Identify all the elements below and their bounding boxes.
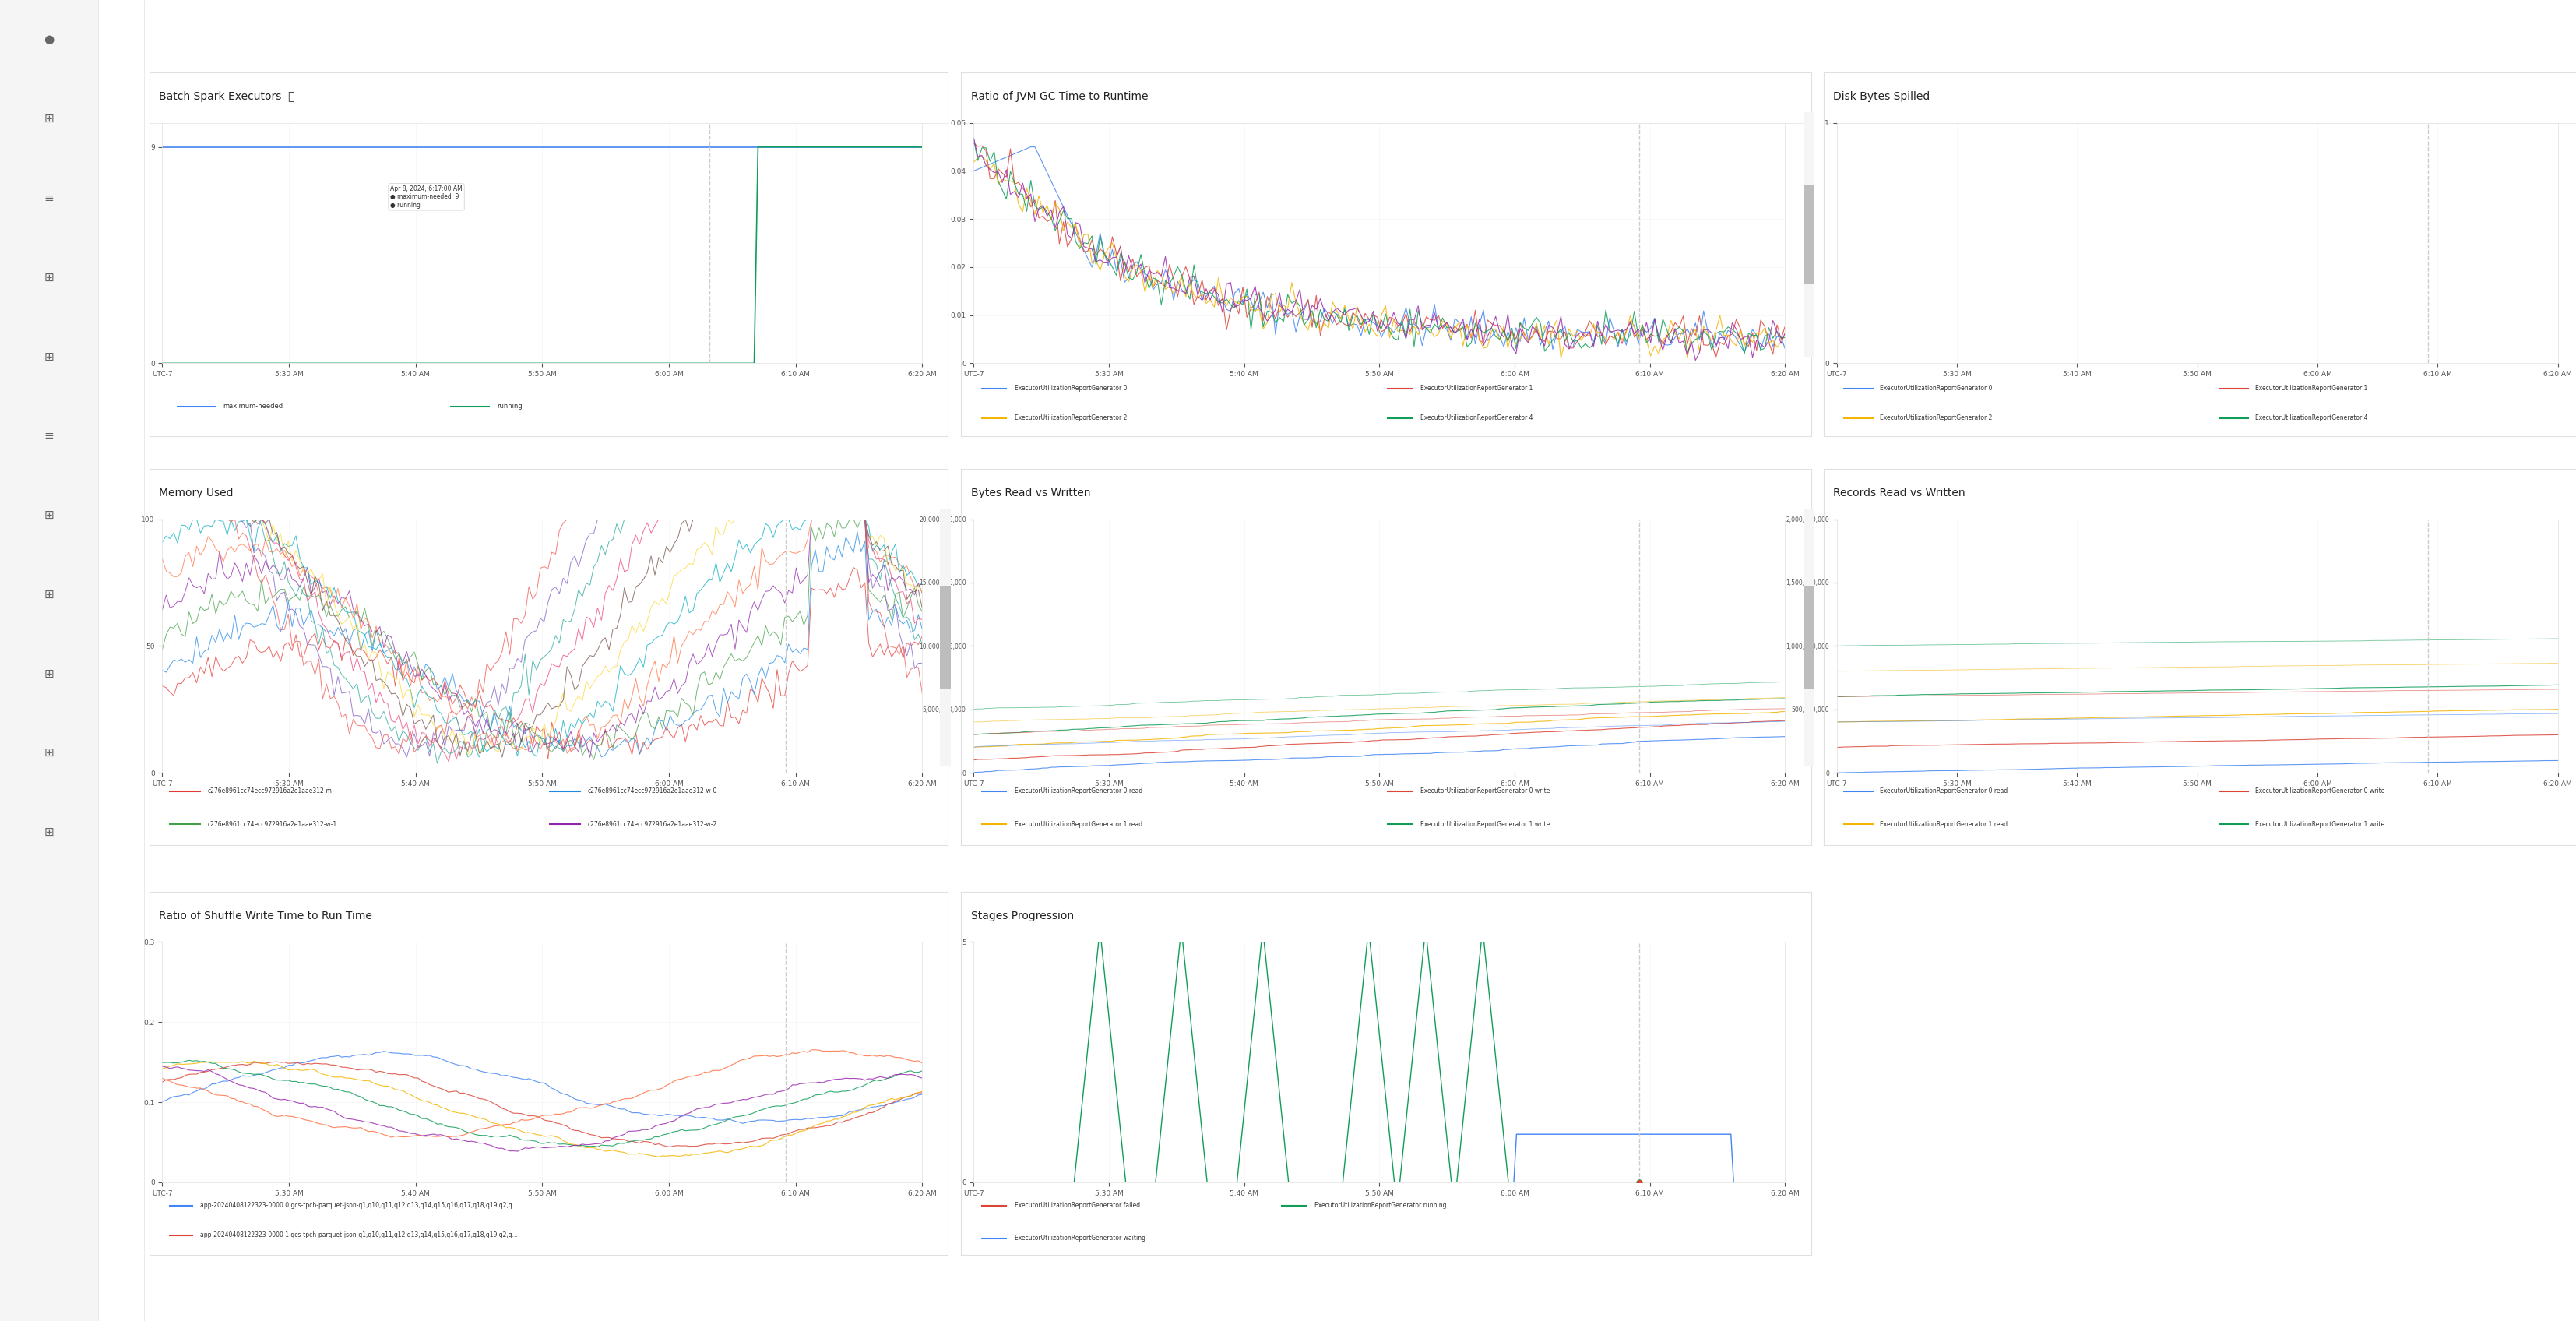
Text: ExecutorUtilizationReportGenerator 1 read: ExecutorUtilizationReportGenerator 1 rea… [1015, 820, 1141, 828]
Text: ExecutorUtilizationReportGenerator 2: ExecutorUtilizationReportGenerator 2 [1015, 415, 1126, 421]
Text: ≡: ≡ [44, 193, 54, 203]
Text: Records Read vs Written: Records Read vs Written [1834, 487, 1965, 498]
Text: running: running [497, 403, 523, 410]
Text: app-20240408122323-0000 1 gcs-tpch-parquet-json-q1,q10,q11,q12,q13,q14,q15,q16,q: app-20240408122323-0000 1 gcs-tpch-parqu… [201, 1231, 518, 1239]
Bar [940, 587, 951, 690]
Text: ExecutorUtilizationReportGenerator 4: ExecutorUtilizationReportGenerator 4 [1419, 415, 1533, 421]
Text: c276e8961cc74ecc972916a2e1aae312-w-0: c276e8961cc74ecc972916a2e1aae312-w-0 [587, 787, 716, 795]
Text: ExecutorUtilizationReportGenerator 2: ExecutorUtilizationReportGenerator 2 [1880, 415, 1991, 421]
Text: maximum-needed: maximum-needed [224, 403, 283, 410]
Text: ExecutorUtilizationReportGenerator running: ExecutorUtilizationReportGenerator runni… [1314, 1202, 1448, 1209]
Text: ⊞: ⊞ [44, 827, 54, 838]
Text: ⊞: ⊞ [44, 351, 54, 362]
Text: ExecutorUtilizationReportGenerator 1: ExecutorUtilizationReportGenerator 1 [1419, 384, 1533, 392]
Text: ExecutorUtilizationReportGenerator 1: ExecutorUtilizationReportGenerator 1 [2254, 384, 2367, 392]
Text: c276e8961cc74ecc972916a2e1aae312-w-2: c276e8961cc74ecc972916a2e1aae312-w-2 [587, 820, 716, 828]
Text: ExecutorUtilizationReportGenerator 0 write: ExecutorUtilizationReportGenerator 0 wri… [1419, 787, 1551, 795]
Point [1618, 1172, 1659, 1193]
Text: ⊞: ⊞ [44, 748, 54, 758]
Text: ExecutorUtilizationReportGenerator waiting: ExecutorUtilizationReportGenerator waiti… [1015, 1235, 1146, 1242]
Text: ⊞: ⊞ [44, 668, 54, 679]
Text: Ratio of Shuffle Write Time to Run Time: Ratio of Shuffle Write Time to Run Time [160, 910, 374, 921]
Text: ExecutorUtilizationReportGenerator 0 write: ExecutorUtilizationReportGenerator 0 wri… [2254, 787, 2385, 795]
Bar [1803, 186, 1814, 284]
Text: ExecutorUtilizationReportGenerator 1 read: ExecutorUtilizationReportGenerator 1 rea… [1880, 820, 2007, 828]
Text: ⊞: ⊞ [44, 272, 54, 283]
Bar [1803, 587, 1814, 690]
Text: app-20240408122323-0000 0 gcs-tpch-parquet-json-q1,q10,q11,q12,q13,q14,q15,q16,q: app-20240408122323-0000 0 gcs-tpch-parqu… [201, 1202, 518, 1209]
Text: c276e8961cc74ecc972916a2e1aae312-w-1: c276e8961cc74ecc972916a2e1aae312-w-1 [209, 820, 337, 828]
Text: ⊞: ⊞ [44, 589, 54, 600]
Text: ExecutorUtilizationReportGenerator 1 write: ExecutorUtilizationReportGenerator 1 wri… [1419, 820, 1551, 828]
Text: ExecutorUtilizationReportGenerator 0: ExecutorUtilizationReportGenerator 0 [1015, 384, 1126, 392]
Text: ExecutorUtilizationReportGenerator 0: ExecutorUtilizationReportGenerator 0 [1880, 384, 1991, 392]
Text: ⊞: ⊞ [44, 510, 54, 520]
Text: ExecutorUtilizationReportGenerator 0 read: ExecutorUtilizationReportGenerator 0 rea… [1015, 787, 1141, 795]
Text: Apr 8, 2024, 6:17:00 AM
● maximum-needed  9
● running: Apr 8, 2024, 6:17:00 AM ● maximum-needed… [392, 185, 464, 209]
Text: ExecutorUtilizationReportGenerator 0 read: ExecutorUtilizationReportGenerator 0 rea… [1880, 787, 2007, 795]
Text: ExecutorUtilizationReportGenerator 1 write: ExecutorUtilizationReportGenerator 1 wri… [2254, 820, 2385, 828]
Text: Batch Spark Executors  ⓘ: Batch Spark Executors ⓘ [160, 91, 294, 102]
Text: ≡: ≡ [44, 431, 54, 441]
Text: Disk Bytes Spilled: Disk Bytes Spilled [1834, 91, 1929, 102]
Point [1618, 1172, 1659, 1193]
Text: Bytes Read vs Written: Bytes Read vs Written [971, 487, 1090, 498]
Text: ExecutorUtilizationReportGenerator failed: ExecutorUtilizationReportGenerator faile… [1015, 1202, 1139, 1209]
Text: Memory Used: Memory Used [160, 487, 234, 498]
Text: ●: ● [44, 34, 54, 45]
Text: Stages Progression: Stages Progression [971, 910, 1074, 921]
Text: Ratio of JVM GC Time to Runtime: Ratio of JVM GC Time to Runtime [971, 91, 1149, 102]
Text: c276e8961cc74ecc972916a2e1aae312-m: c276e8961cc74ecc972916a2e1aae312-m [209, 787, 332, 795]
Text: ExecutorUtilizationReportGenerator 4: ExecutorUtilizationReportGenerator 4 [2254, 415, 2367, 421]
Text: ⊞: ⊞ [44, 114, 54, 124]
